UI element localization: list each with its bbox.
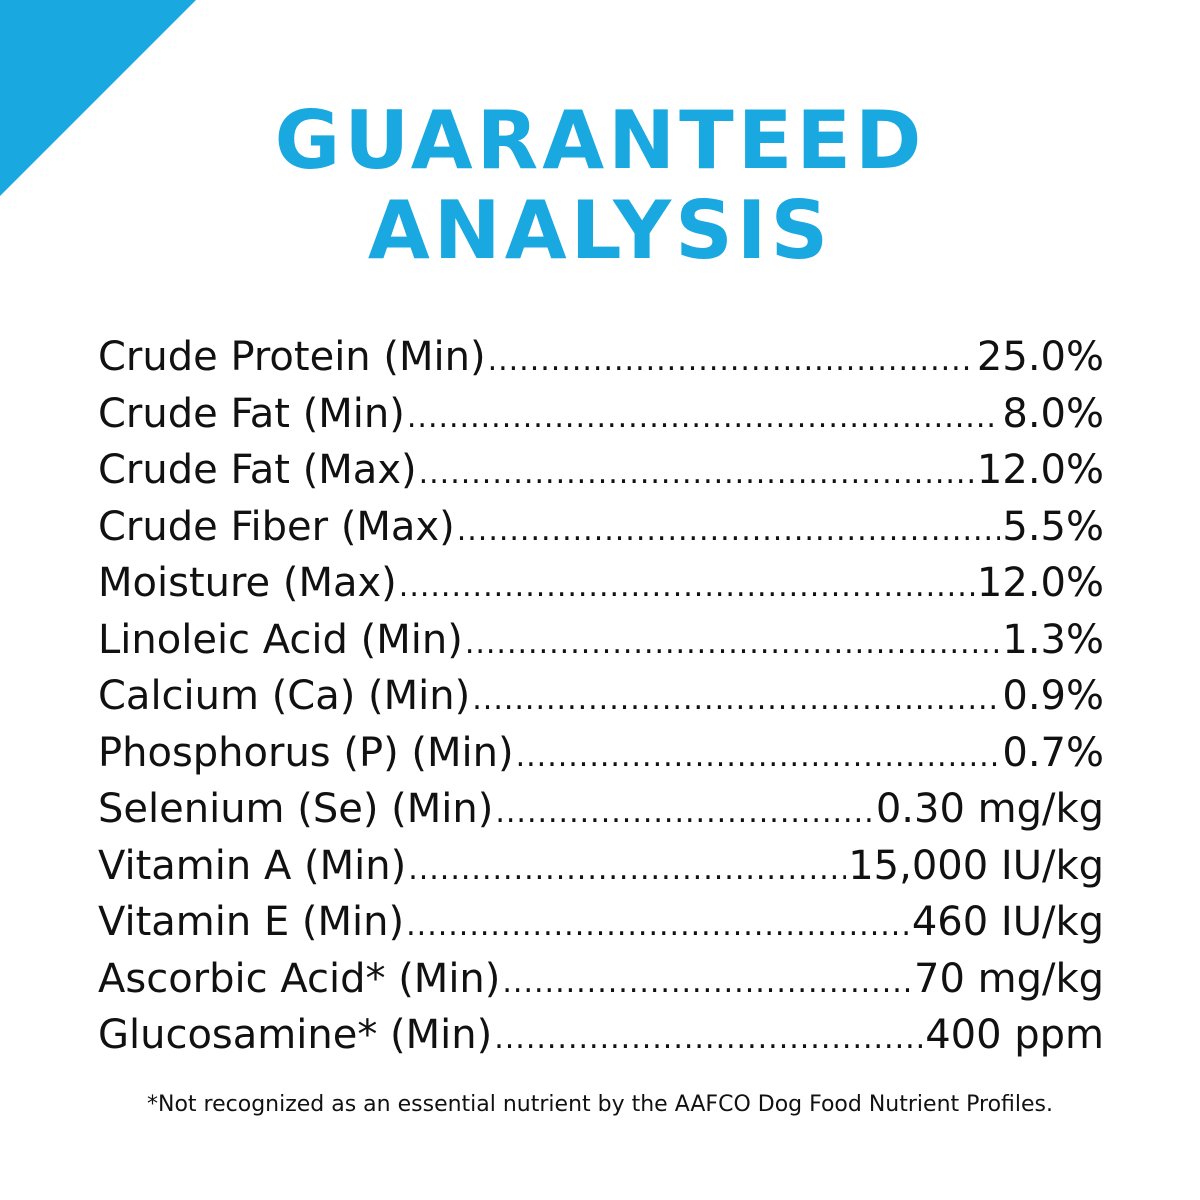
dot-leader bbox=[419, 446, 975, 499]
nutrient-label: Crude Protein (Min) bbox=[98, 334, 486, 380]
nutrient-label: Crude Fat (Max) bbox=[98, 447, 417, 493]
footnote: *Not recognized as an essential nutrient… bbox=[147, 1092, 1053, 1117]
dot-leader bbox=[488, 333, 975, 386]
analysis-row: Selenium (Se) (Min) 0.30 mg/kg bbox=[98, 781, 1104, 838]
dot-leader bbox=[495, 785, 873, 838]
nutrient-label: Glucosamine* (Min) bbox=[98, 1012, 493, 1058]
dot-leader bbox=[399, 559, 975, 612]
dot-leader bbox=[516, 729, 1001, 782]
nutrient-label: Selenium (Se) (Min) bbox=[98, 786, 494, 832]
nutrient-label: Linoleic Acid (Min) bbox=[98, 616, 463, 663]
dot-leader bbox=[494, 1011, 923, 1064]
dot-leader bbox=[502, 955, 912, 1008]
nutrient-value: 5.5% bbox=[1002, 503, 1104, 550]
dot-leader bbox=[457, 503, 1001, 556]
analysis-table: Crude Protein (Min) 25.0% Crude Fat (Min… bbox=[98, 329, 1104, 1064]
title-line-2: ANALYSIS bbox=[367, 184, 833, 277]
nutrient-label: Moisture (Max) bbox=[98, 560, 397, 606]
nutrient-value: 460 IU/kg bbox=[911, 899, 1104, 945]
dot-leader bbox=[465, 616, 1001, 669]
analysis-row: Crude Fiber (Max) 5.5% bbox=[98, 499, 1104, 556]
nutrient-value: 25.0% bbox=[976, 334, 1104, 380]
nutrient-value: 12.0% bbox=[976, 560, 1104, 606]
dot-leader bbox=[408, 842, 846, 895]
nutrient-value: 1.3% bbox=[1002, 616, 1104, 663]
analysis-row: Glucosamine* (Min) 400 ppm bbox=[98, 1007, 1104, 1064]
nutrient-value: 0.9% bbox=[1002, 673, 1104, 719]
nutrient-value: 12.0% bbox=[976, 447, 1104, 493]
corner-accent-triangle bbox=[0, 0, 196, 196]
analysis-row: Crude Fat (Min) 8.0% bbox=[98, 386, 1104, 443]
nutrient-label: Vitamin A (Min) bbox=[98, 842, 407, 889]
nutrient-value: 0.7% bbox=[1002, 729, 1104, 776]
dot-leader bbox=[407, 390, 1001, 443]
analysis-row: Calcium (Ca) (Min) 0.9% bbox=[98, 668, 1104, 725]
analysis-row: Ascorbic Acid* (Min) 70 mg/kg bbox=[98, 951, 1104, 1008]
dot-leader bbox=[406, 898, 910, 951]
page-title: GUARANTEED ANALYSIS bbox=[0, 96, 1200, 276]
nutrient-label: Calcium (Ca) (Min) bbox=[98, 673, 471, 719]
analysis-row: Crude Protein (Min) 25.0% bbox=[98, 329, 1104, 386]
nutrient-label: Ascorbic Acid* (Min) bbox=[98, 955, 501, 1002]
analysis-row: Vitamin A (Min) 15,000 IU/kg bbox=[98, 838, 1104, 895]
dot-leader bbox=[472, 672, 1000, 725]
nutrient-label: Phosphorus (P) (Min) bbox=[98, 729, 514, 776]
nutrient-value: 400 ppm bbox=[925, 1012, 1104, 1058]
analysis-row: Vitamin E (Min) 460 IU/kg bbox=[98, 894, 1104, 951]
analysis-row: Linoleic Acid (Min) 1.3% bbox=[98, 612, 1104, 669]
analysis-row: Crude Fat (Max) 12.0% bbox=[98, 442, 1104, 499]
nutrient-label: Crude Fiber (Max) bbox=[98, 503, 455, 550]
nutrient-value: 0.30 mg/kg bbox=[875, 786, 1104, 832]
analysis-row: Moisture (Max) 12.0% bbox=[98, 555, 1104, 612]
nutrient-value: 70 mg/kg bbox=[914, 955, 1104, 1002]
nutrient-value: 15,000 IU/kg bbox=[848, 842, 1104, 889]
nutrient-label: Vitamin E (Min) bbox=[98, 899, 405, 945]
title-line-1: GUARANTEED bbox=[274, 94, 926, 187]
nutrient-value: 8.0% bbox=[1002, 390, 1104, 437]
nutrient-label: Crude Fat (Min) bbox=[98, 390, 405, 437]
analysis-row: Phosphorus (P) (Min) 0.7% bbox=[98, 725, 1104, 782]
